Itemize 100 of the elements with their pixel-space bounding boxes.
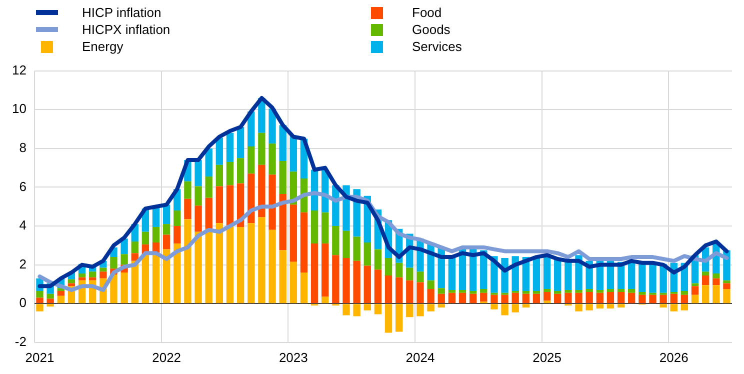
bar	[406, 280, 414, 304]
bar	[395, 277, 403, 304]
bar	[586, 292, 593, 304]
bar	[279, 250, 286, 304]
bar	[322, 296, 329, 304]
bar	[691, 294, 699, 304]
bar	[670, 294, 678, 304]
bar	[46, 304, 54, 307]
bar	[438, 288, 445, 294]
bar	[543, 292, 551, 301]
bar	[46, 294, 54, 299]
y-tick-label: 12	[12, 62, 26, 78]
bar	[374, 304, 382, 314]
bar	[723, 289, 730, 304]
bar	[374, 249, 382, 270]
bar	[268, 230, 276, 304]
bar	[342, 258, 350, 304]
bar	[680, 290, 688, 295]
bar	[501, 294, 508, 304]
bar	[279, 161, 286, 194]
bar	[364, 304, 371, 310]
bar	[586, 289, 593, 292]
bar	[78, 277, 86, 280]
bar	[152, 255, 160, 304]
x-tick-label: 2024	[406, 350, 435, 365]
bar	[384, 258, 392, 276]
bar	[236, 226, 244, 304]
bar	[194, 232, 202, 304]
bar	[205, 198, 212, 229]
bar	[691, 286, 699, 295]
bar	[342, 230, 350, 258]
bar	[100, 268, 107, 272]
bar	[680, 304, 688, 310]
bar	[660, 304, 667, 308]
bar	[448, 290, 456, 293]
bar	[374, 270, 382, 304]
x-tick-label: 2023	[278, 350, 308, 365]
bar	[617, 289, 625, 292]
bar	[406, 268, 414, 280]
bar	[702, 285, 710, 304]
bar	[490, 304, 498, 310]
bar	[174, 210, 181, 226]
bar	[458, 290, 466, 293]
bar	[532, 290, 540, 294]
bar	[427, 289, 434, 304]
bar	[512, 304, 519, 312]
bar	[290, 204, 297, 262]
bar	[564, 290, 572, 293]
bar	[660, 294, 667, 304]
bar	[216, 223, 224, 304]
bar	[543, 300, 551, 304]
bar	[120, 272, 128, 304]
y-tick-label: -2	[14, 334, 26, 349]
bar	[300, 212, 308, 273]
bar	[248, 146, 255, 174]
bar	[554, 294, 562, 304]
bar	[268, 144, 276, 175]
bar	[438, 294, 445, 304]
bar	[216, 186, 224, 224]
bar	[353, 236, 360, 261]
y-tick-label: 8	[19, 140, 26, 155]
bar	[522, 294, 530, 304]
bar	[427, 304, 434, 312]
bar	[226, 226, 234, 304]
bar	[723, 283, 730, 290]
bar	[205, 176, 212, 198]
bar	[575, 290, 582, 293]
bar	[342, 304, 350, 316]
bar	[364, 266, 371, 304]
bar	[691, 283, 699, 286]
bar	[194, 206, 202, 232]
bar	[575, 304, 582, 312]
bar	[332, 255, 340, 304]
bar	[268, 174, 276, 230]
bar	[279, 125, 286, 162]
bar	[416, 304, 424, 316]
bar	[522, 304, 530, 308]
bar	[564, 260, 572, 290]
bar	[216, 138, 224, 165]
bar	[120, 254, 128, 265]
bar	[490, 294, 498, 304]
bar	[353, 304, 360, 316]
bar	[110, 274, 118, 304]
bar	[268, 108, 276, 144]
bar	[384, 304, 392, 333]
bar	[194, 160, 202, 186]
bar	[248, 223, 255, 304]
bar	[236, 158, 244, 184]
bar	[448, 256, 456, 290]
bar	[142, 255, 150, 304]
bar	[638, 292, 646, 295]
bar	[543, 289, 551, 292]
bar	[226, 185, 234, 226]
bar	[184, 198, 192, 220]
bar	[100, 272, 107, 278]
y-tick-label: 10	[12, 101, 26, 116]
bar	[258, 164, 266, 218]
bar	[57, 290, 64, 296]
bar	[216, 164, 224, 186]
bar	[353, 260, 360, 304]
